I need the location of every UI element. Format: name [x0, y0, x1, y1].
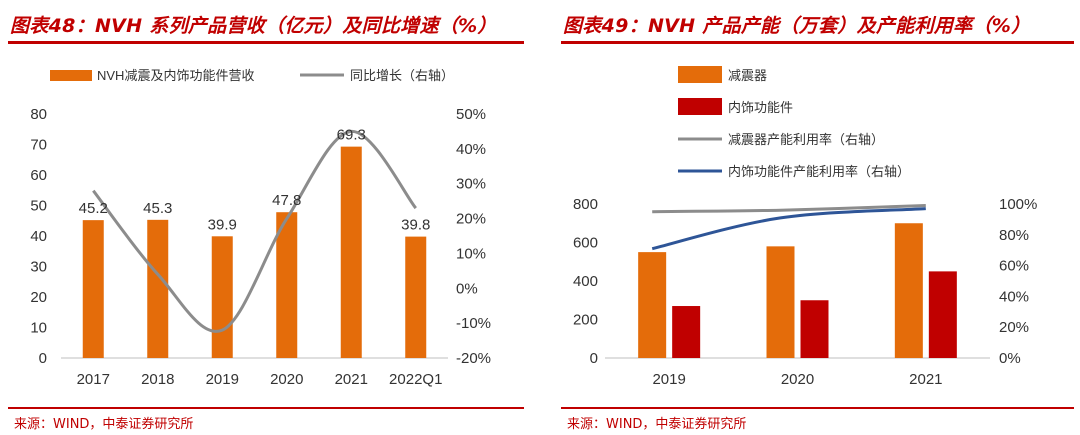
- left-y-tick-label: 400: [573, 273, 598, 290]
- right-chart-svg: 0 200 400 600 800 0% 20% 40% 60% 80% 100% 2019 2020 2…: [573, 66, 1037, 388]
- left-y-tick-label: 10: [30, 320, 47, 337]
- right-chart-panel: 图表49：NVH 产品产能（万套）及产能利用率（%） 0 200 400 600 800…: [553, 0, 1080, 435]
- right-y-tick-label: 40%: [999, 288, 1029, 305]
- legend-label-shock-absorber: 减震器: [728, 68, 767, 83]
- bar-data-label: 45.3: [143, 200, 172, 217]
- x-tick-label: 2018: [141, 371, 174, 388]
- left-chart-panel: 图表48：NVH 系列产品营收（亿元）及同比增速（%） 0 10 20 30 40 50 6…: [0, 0, 530, 435]
- right-y-tick-label: 0%: [999, 350, 1021, 367]
- interior-parts-utilization-line: [651, 207, 926, 251]
- x-tick-label: 2021: [335, 371, 368, 388]
- interior-parts-capacity-bar: [800, 300, 829, 358]
- legend-label-revenue: NVH减震及内饰功能件营收: [97, 68, 254, 83]
- legend-swatch-revenue: [50, 70, 92, 81]
- legend-swatch-interior-parts: [678, 98, 722, 115]
- shock-absorber-capacity-bar: [766, 246, 795, 358]
- left-title-bar: 图表48：NVH 系列产品营收（亿元）及同比增速（%）: [8, 4, 524, 44]
- revenue-bar: [147, 219, 169, 358]
- left-chart-title: 图表48：NVH 系列产品营收（亿元）及同比增速（%）: [10, 15, 497, 37]
- right-y-tick-label: 30%: [456, 176, 486, 193]
- left-chart-svg: 0 10 20 30 40 50 60 70 80 -20% -10% 0% 10% 20% 30% 40% 5…: [30, 68, 491, 388]
- revenue-bar: [276, 212, 298, 358]
- x-tick-label: 2019: [652, 371, 685, 388]
- left-y-tick-label: 0: [39, 350, 47, 367]
- bar-data-label: 47.8: [272, 192, 301, 209]
- legend-label-growth: 同比增长（右轴）: [350, 68, 454, 83]
- left-y-tick-label: 200: [573, 312, 598, 329]
- right-y-tick-label: 50%: [456, 106, 486, 123]
- right-y-tick-label: -20%: [456, 350, 491, 367]
- x-tick-label: 2022Q1: [389, 371, 442, 388]
- x-tick-label: 2021: [909, 371, 942, 388]
- left-y-tick-label: 60: [30, 167, 47, 184]
- right-y-tick-label: 100%: [999, 196, 1037, 213]
- shock-absorber-capacity-bar: [638, 252, 667, 358]
- right-source-note: 来源：WIND，中泰证券研究所: [567, 417, 747, 432]
- left-source-note: 来源：WIND，中泰证券研究所: [14, 417, 194, 432]
- left-y-tick-label: 30: [30, 259, 47, 276]
- right-footer-rule: [561, 407, 1074, 409]
- x-tick-label: 2019: [206, 371, 239, 388]
- right-y-tick-label: 0%: [456, 280, 478, 297]
- left-footer-rule: [8, 407, 524, 409]
- left-y-tick-label: 70: [30, 137, 47, 154]
- left-y-tick-label: 600: [573, 235, 598, 252]
- legend-label-shock-utilization: 减震器产能利用率（右轴）: [728, 132, 884, 147]
- x-tick-label: 2020: [781, 371, 814, 388]
- left-y-tick-label: 50: [30, 198, 47, 215]
- left-y-tick-label: 80: [30, 106, 47, 123]
- right-y-tick-label: 20%: [456, 211, 486, 228]
- right-chart-title: 图表49：NVH 产品产能（万套）及产能利用率（%）: [563, 15, 1031, 37]
- bar-data-label: 39.9: [208, 216, 237, 233]
- right-y-tick-label: 40%: [456, 141, 486, 158]
- revenue-bar: [405, 236, 427, 358]
- left-y-tick-label: 800: [573, 196, 598, 213]
- legend-label-interior-utilization: 内饰功能件产能利用率（右轴）: [728, 164, 910, 179]
- revenue-bar: [211, 236, 233, 358]
- right-y-tick-label: 60%: [999, 258, 1029, 275]
- revenue-bar: [82, 220, 104, 358]
- revenue-bar: [340, 146, 362, 358]
- left-y-tick-label: 0: [590, 350, 598, 367]
- right-y-tick-label: -10%: [456, 315, 491, 332]
- right-y-tick-label: 20%: [999, 319, 1029, 336]
- interior-parts-capacity-bar: [928, 271, 957, 358]
- interior-parts-capacity-bar: [672, 306, 701, 358]
- left-y-tick-label: 20: [30, 289, 47, 306]
- x-tick-label: 2020: [270, 371, 303, 388]
- right-title-bar: 图表49：NVH 产品产能（万套）及产能利用率（%）: [561, 4, 1074, 44]
- shock-absorber-capacity-bar: [894, 223, 923, 358]
- bar-data-label: 45.2: [79, 200, 108, 217]
- x-tick-label: 2017: [77, 371, 110, 388]
- shock-absorber-utilization-line: [652, 204, 926, 214]
- bar-data-label: 39.8: [401, 217, 430, 234]
- left-y-tick-label: 40: [30, 228, 47, 245]
- legend-label-interior-parts: 内饰功能件: [728, 100, 793, 115]
- right-y-tick-label: 80%: [999, 227, 1029, 244]
- growth-line: [92, 129, 417, 333]
- legend-swatch-shock-absorber: [678, 66, 722, 83]
- right-y-tick-label: 10%: [456, 245, 486, 262]
- bar-data-label: 69.3: [337, 127, 366, 144]
